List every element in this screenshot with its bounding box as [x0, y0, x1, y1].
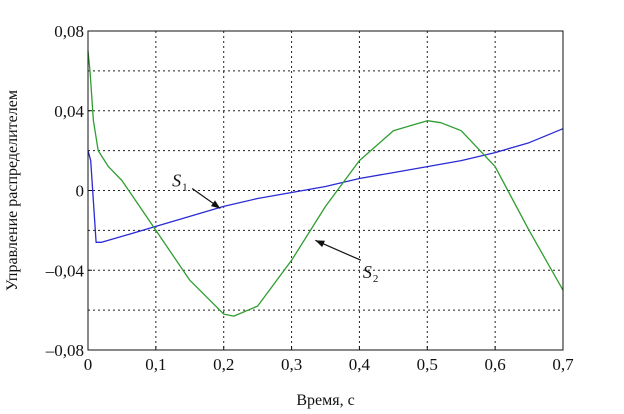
y-tick-label: 0: [76, 182, 85, 201]
y-ticks: –0,08 –0,04 0 0,04 0,08: [45, 22, 92, 360]
y-axis-label: Управление распределителем: [4, 90, 21, 291]
grid: [88, 31, 563, 350]
x-tick-label: 0: [84, 355, 93, 374]
y-tick-label: –0,04: [45, 261, 85, 280]
x-tick-label: 0,7: [552, 355, 574, 374]
series-layer: [87, 50, 564, 317]
x-tick-label: 0,6: [485, 355, 506, 374]
y-tick-label: –0,08: [45, 341, 84, 360]
x-tick-label: 0,4: [349, 355, 371, 374]
series-annotation-label: S1: [172, 171, 188, 194]
y-tick-label: 0,08: [54, 22, 84, 41]
x-tick-label: 0,5: [417, 355, 438, 374]
y-tick-label: 0,04: [54, 102, 84, 121]
series-line-s2: [87, 50, 564, 317]
series-annotation-subscript: 1: [182, 182, 188, 194]
x-tick-label: 0,2: [213, 355, 234, 374]
x-axis-label: Время, с: [296, 392, 354, 409]
x-ticks: 0 0,1 0,2 0,3 0,4 0,5 0,6 0,7: [84, 346, 574, 374]
series-annotation-subscript: 2: [373, 273, 379, 285]
x-tick-label: 0,1: [145, 355, 166, 374]
annotation-arrow-head: [315, 240, 325, 248]
x-tick-label: 0,3: [281, 355, 302, 374]
annotation-arrow-head: [210, 200, 221, 209]
annotations: S1 S2: [172, 171, 378, 286]
series-line-s1: [87, 128, 564, 243]
series-annotation-label: S2: [363, 262, 379, 285]
